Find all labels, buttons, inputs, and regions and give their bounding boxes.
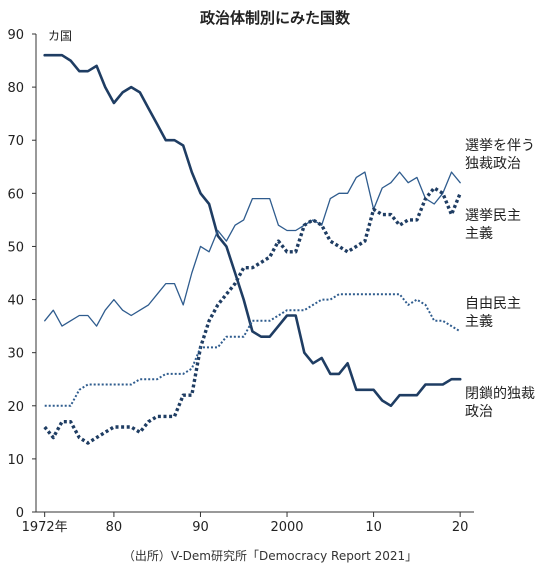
y-tick-label: 90 (7, 28, 24, 43)
x-tick-label: 80 (106, 520, 123, 535)
y-tick-label: 80 (7, 81, 24, 96)
series-line-closed-autocracy (43, 53, 462, 408)
tick-labels: 0 10 20 30 40 50 60 70 80 90 1972年 80 90 2000 10 20 (7, 28, 468, 535)
series-label-liberal-democracy: 主義 (465, 313, 493, 330)
y-tick-label: 20 (7, 400, 24, 415)
x-tick-label: 20 (452, 520, 469, 535)
y-tick-label: 50 (7, 240, 24, 255)
series-line-electoral-democracy (43, 186, 462, 445)
x-tick-label: 90 (192, 520, 209, 535)
y-tick-label: 30 (7, 347, 24, 362)
x-tick-label: 1972年 (22, 520, 68, 535)
y-tick-label: 40 (7, 294, 24, 309)
series-label-liberal-democracy: 自由民主 (465, 296, 521, 312)
y-unit-label: カ国 (48, 29, 72, 43)
x-tick-label: 10 (365, 520, 382, 535)
series-label-closed-autocracy: 政治 (465, 404, 493, 420)
series-label-electoral-democracy: 選挙民主 (465, 208, 521, 224)
y-tick-label: 60 (7, 187, 24, 202)
y-tick-label: 0 (16, 506, 24, 521)
series-label-electoral-autocracy: 独裁政治 (465, 156, 521, 172)
series-label-closed-autocracy: 閉鎖的独裁 (465, 386, 535, 402)
axes (32, 33, 474, 517)
series-label-electoral-democracy: 主義 (465, 225, 493, 242)
series-line-liberal-democracy (44, 293, 461, 407)
series-lines (43, 53, 462, 445)
y-tick-label: 70 (7, 134, 24, 149)
chart-title: 政治体制別にみた国数 (200, 9, 351, 27)
x-tick-label: 2000 (270, 520, 303, 535)
source-note: （出所）V-Dem研究所「Democracy Report 2021」 (123, 548, 417, 563)
y-tick-label: 10 (7, 453, 24, 468)
series-label-electoral-autocracy: 選挙を伴う (465, 138, 535, 154)
series-line-electoral-autocracy (44, 171, 461, 327)
